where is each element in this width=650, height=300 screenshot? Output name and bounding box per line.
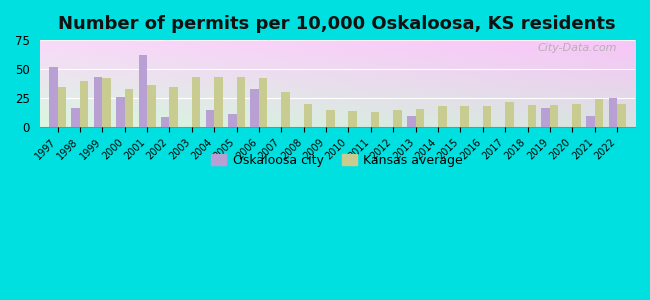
Bar	[505, 102, 514, 127]
Bar	[116, 97, 125, 127]
Bar	[125, 89, 133, 127]
Bar	[460, 106, 469, 127]
Bar	[147, 85, 155, 127]
Bar	[326, 110, 335, 127]
Bar	[550, 105, 558, 127]
Bar	[259, 79, 267, 127]
Bar	[348, 111, 357, 127]
Bar	[586, 116, 595, 127]
Bar	[415, 109, 424, 127]
Bar	[438, 106, 447, 127]
Bar	[528, 105, 536, 127]
Bar	[214, 77, 223, 127]
Bar	[371, 112, 380, 127]
Bar	[205, 110, 214, 127]
Title: Number of permits per 10,000 Oskaloosa, KS residents: Number of permits per 10,000 Oskaloosa, …	[58, 15, 616, 33]
Bar	[595, 99, 603, 127]
Bar	[608, 98, 617, 127]
Bar	[161, 117, 170, 127]
Bar	[228, 115, 237, 127]
Bar	[72, 107, 80, 127]
Bar	[94, 77, 102, 127]
Bar	[237, 77, 245, 127]
Legend: Oskaloosa city, Kansas average: Oskaloosa city, Kansas average	[206, 148, 468, 172]
Bar	[250, 89, 259, 127]
Bar	[192, 77, 200, 127]
Bar	[407, 116, 415, 127]
Bar	[80, 81, 88, 127]
Bar	[170, 87, 178, 127]
Bar	[49, 67, 57, 127]
Bar	[573, 104, 581, 127]
Bar	[281, 92, 290, 127]
Bar	[102, 79, 110, 127]
Bar	[617, 104, 625, 127]
Bar	[57, 87, 66, 127]
Bar	[138, 55, 147, 127]
Bar	[393, 110, 402, 127]
Bar	[483, 106, 491, 127]
Bar	[541, 107, 550, 127]
Text: City-Data.com: City-Data.com	[538, 43, 617, 53]
Bar	[304, 104, 312, 127]
